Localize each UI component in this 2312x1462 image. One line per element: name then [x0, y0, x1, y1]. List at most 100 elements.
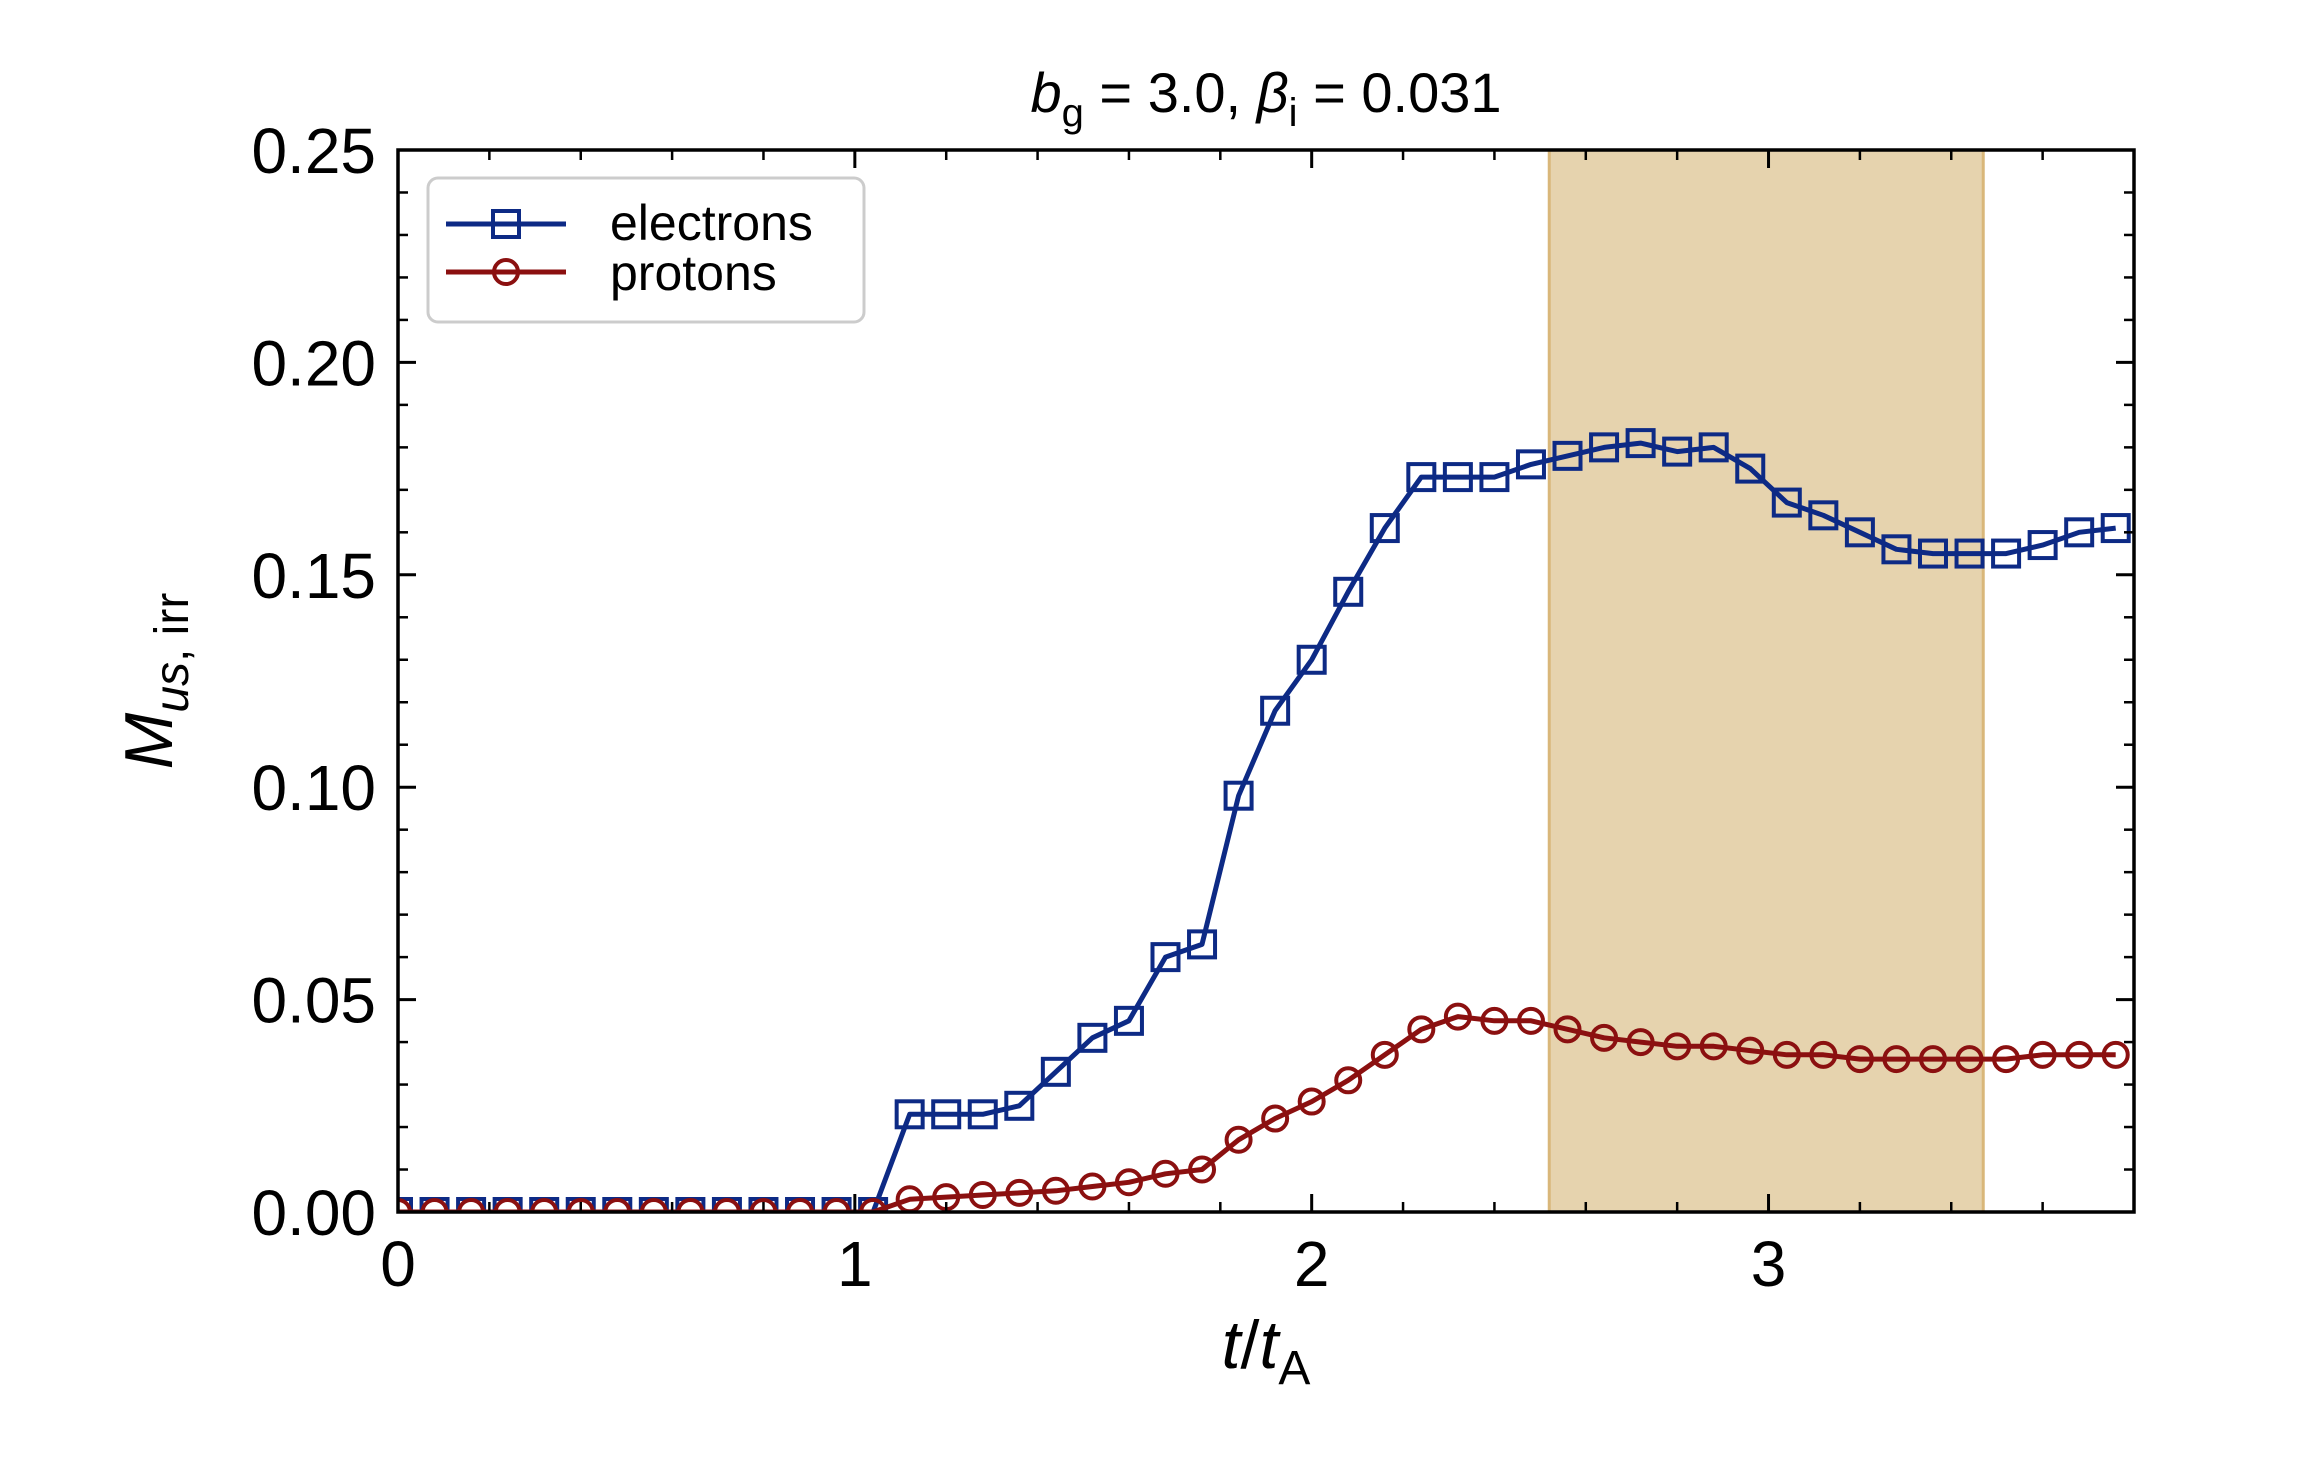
data-point-protons — [1224, 1125, 1253, 1154]
data-point-protons — [1443, 1002, 1472, 1031]
data-point-electrons — [967, 1099, 998, 1130]
data-point-protons — [1590, 1023, 1619, 1052]
y-tick-label: 0.25 — [251, 115, 376, 187]
data-point-protons — [2028, 1040, 2057, 1069]
data-point-protons — [1736, 1036, 1765, 1065]
data-point-protons — [1041, 1176, 1070, 1205]
data-point-protons — [1516, 1006, 1545, 1035]
data-point-protons — [1918, 1045, 1947, 1074]
data-point-electrons — [1552, 440, 1583, 471]
data-point-protons — [1297, 1087, 1326, 1116]
data-point-protons — [1114, 1168, 1143, 1197]
data-point-electrons — [1369, 513, 1400, 544]
data-point-protons — [1772, 1040, 1801, 1069]
data-point-protons — [1480, 1006, 1509, 1035]
chart-title: bg = 3.0, βi = 0.031 — [1030, 61, 1501, 135]
data-point-electrons — [1187, 929, 1218, 960]
data-point-electrons — [1662, 436, 1693, 467]
legend-items — [446, 209, 566, 286]
data-point-electrons — [1479, 462, 1510, 493]
y-label-M: M — [111, 712, 187, 769]
data-point-protons — [1407, 1015, 1436, 1044]
data-point-protons — [1553, 1015, 1582, 1044]
data-point-electrons — [1150, 942, 1181, 973]
data-point-protons — [859, 1198, 888, 1212]
data-point-electrons — [1296, 644, 1327, 675]
data-point-protons — [1626, 1028, 1655, 1057]
title-b-sub: g — [1062, 91, 1084, 135]
legend-label-electrons: electrons — [610, 195, 813, 251]
title-beta-symbol: β — [1255, 61, 1289, 124]
data-point-protons — [530, 1198, 559, 1212]
legend: electrons protons — [426, 176, 866, 324]
data-point-electrons — [2027, 530, 2058, 561]
data-point-electrons — [1040, 1056, 1071, 1087]
title-beta-sub: i — [1289, 91, 1298, 135]
y-tick-label: 0.00 — [251, 1177, 376, 1249]
series-layer — [398, 428, 2131, 1212]
data-point-electrons — [1004, 1090, 1035, 1121]
series-line-electrons — [398, 440, 2116, 1212]
data-point-protons — [1370, 1040, 1399, 1069]
data-point-electrons — [1515, 449, 1546, 480]
data-point-protons — [1188, 1155, 1217, 1184]
data-point-electrons — [1223, 780, 1254, 811]
data-point-protons — [712, 1198, 741, 1212]
x-label-tA: t — [1259, 1307, 1281, 1383]
legend-marker-electrons — [491, 209, 521, 239]
x-label-tA-sub: A — [1278, 1342, 1310, 1395]
data-point-protons — [1699, 1032, 1728, 1061]
data-point-protons — [1663, 1032, 1692, 1061]
title-beta-value: = 0.031 — [1298, 61, 1502, 124]
data-point-electrons — [1589, 432, 1620, 463]
data-point-protons — [457, 1198, 486, 1212]
data-point-protons — [420, 1198, 449, 1212]
data-point-protons — [2101, 1040, 2130, 1069]
x-label-t: t — [1222, 1307, 1244, 1383]
data-point-protons — [676, 1198, 705, 1212]
data-point-electrons — [1333, 576, 1364, 607]
data-point-electrons — [894, 1099, 925, 1130]
data-point-protons — [1845, 1045, 1874, 1074]
data-point-protons — [1992, 1045, 2021, 1074]
data-point-protons — [1261, 1104, 1290, 1133]
data-point-protons — [1955, 1045, 1984, 1074]
data-point-electrons — [1625, 428, 1656, 459]
data-point-electrons — [1771, 487, 1802, 518]
x-tick-label: 0 — [380, 1228, 416, 1300]
y-tick-label: 0.10 — [251, 752, 376, 824]
data-point-protons — [493, 1198, 522, 1212]
data-point-electrons — [1406, 462, 1437, 493]
data-point-protons — [968, 1181, 997, 1210]
shaded-region-layer — [1547, 150, 1985, 1212]
x-tick-label: 2 — [1294, 1228, 1330, 1300]
data-point-electrons — [1881, 534, 1912, 565]
y-label-sub-rest: , irr — [146, 593, 199, 662]
data-point-protons — [2065, 1040, 2094, 1069]
data-point-electrons — [1991, 538, 2022, 569]
data-point-electrons — [1077, 1022, 1108, 1053]
data-point-protons — [749, 1198, 778, 1212]
data-point-protons — [639, 1198, 668, 1212]
y-tick-label: 0.20 — [251, 327, 376, 399]
shaded-region — [1549, 150, 1984, 1212]
y-tick-label: 0.05 — [251, 965, 376, 1037]
data-point-electrons — [2100, 513, 2131, 544]
data-point-electrons — [1917, 538, 1948, 569]
legend-box — [426, 176, 866, 324]
series-line-protons — [398, 1014, 2116, 1212]
y-tick-label: 0.15 — [251, 540, 376, 612]
data-point-electrons — [1735, 453, 1766, 484]
legend-marker-protons — [492, 258, 520, 286]
data-point-protons — [1005, 1178, 1034, 1207]
x-tick-label: 1 — [837, 1228, 873, 1300]
plot-frame — [396, 148, 2136, 1214]
x-label-slash: / — [1241, 1307, 1260, 1383]
x-axis-label: t/tA — [1222, 1307, 1311, 1395]
legend-label-protons: protons — [610, 245, 777, 301]
title-b-value: = 3.0, — [1084, 61, 1257, 124]
data-point-electrons — [1954, 538, 1985, 569]
data-point-electrons — [1113, 1005, 1144, 1036]
y-axis-label: Mus, irr — [111, 593, 199, 770]
